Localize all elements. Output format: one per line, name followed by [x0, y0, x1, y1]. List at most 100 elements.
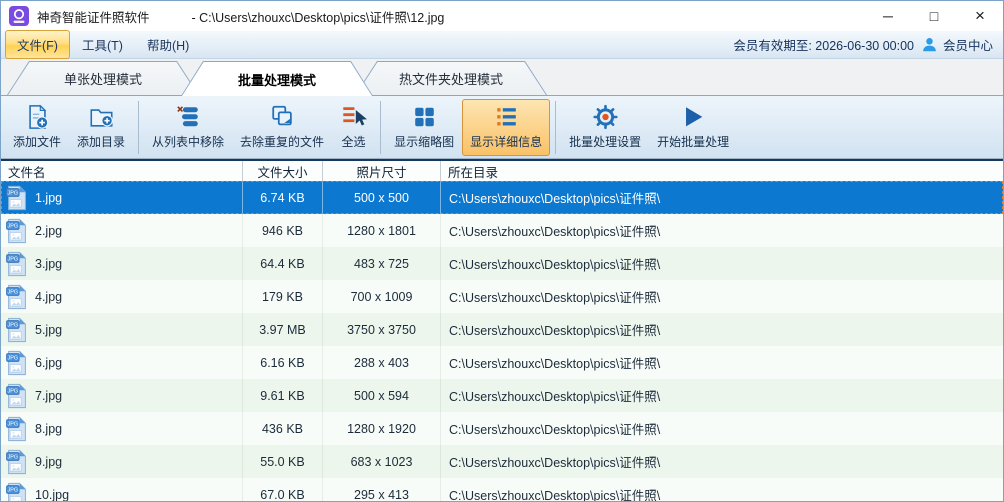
svg-text:JPG: JPG [8, 421, 19, 427]
add-folder-icon [90, 108, 113, 127]
file-name: 4.jpg [35, 289, 63, 304]
jpg-file-icon: JPG [6, 218, 27, 244]
menu-tools[interactable]: 工具(T) [81, 39, 123, 53]
tab-single-mode-label: 单张处理模式 [8, 62, 198, 95]
batch-settings-button[interactable]: 批量处理设置 [561, 99, 649, 156]
remove-from-list-button[interactable]: 从列表中移除 [144, 99, 232, 156]
file-name: 3.jpg [35, 256, 63, 271]
table-row[interactable]: JPG 1.jpg 6.74 KB 500 x 500 C:\Users\zho… [1, 181, 1003, 214]
jpg-file-icon: JPG [6, 449, 27, 475]
table-row[interactable]: JPG 7.jpg 9.61 KB 500 x 594 C:\Users\zho… [1, 379, 1003, 412]
file-directory: C:\Users\zhouxc\Desktop\pics\证件照\ [449, 225, 661, 239]
file-name: 7.jpg [35, 388, 63, 403]
member-center-link[interactable]: 会员中心 [921, 35, 993, 54]
file-size: 67.0 KB [243, 478, 323, 501]
photo-dimensions: 1280 x 1801 [323, 214, 441, 247]
file-name: 10.jpg [35, 487, 70, 502]
file-size: 436 KB [243, 412, 323, 445]
header-photo-dimensions[interactable]: 照片尺寸 [323, 161, 441, 181]
member-person-icon [923, 38, 936, 52]
table-row[interactable]: JPG 5.jpg 3.97 MB 3750 x 3750 C:\Users\z… [1, 313, 1003, 346]
photo-dimensions: 1280 x 1920 [323, 412, 441, 445]
file-name: 1.jpg [35, 190, 63, 205]
header-file-size[interactable]: 文件大小 [243, 161, 323, 181]
svg-text:JPG: JPG [8, 322, 19, 328]
svg-text:JPG: JPG [8, 190, 19, 196]
file-name: 6.jpg [35, 355, 63, 370]
remove-duplicates-icon [271, 105, 292, 125]
file-directory: C:\Users\zhouxc\Desktop\pics\证件照\ [449, 357, 661, 371]
svg-text:JPG: JPG [8, 388, 19, 394]
header-file-name[interactable]: 文件名 [1, 161, 243, 181]
svg-text:JPG: JPG [8, 454, 19, 460]
show-details-button[interactable]: 显示详细信息 [462, 98, 551, 156]
start-play-icon [686, 106, 703, 126]
start-batch-button[interactable]: 开始批量处理 [649, 99, 737, 156]
table-row[interactable]: JPG 6.jpg 6.16 KB 288 x 403 C:\Users\zho… [1, 346, 1003, 379]
tab-hot-folder-mode[interactable]: 热文件夹处理模式 [355, 61, 547, 95]
menu-help[interactable]: 帮助(H) [146, 39, 190, 53]
window-controls: ─ □ × [865, 1, 1003, 31]
remove-from-list-icon [176, 105, 198, 126]
toolbar: 添加文件 添加目录 从列表中移除 [1, 96, 1003, 159]
table-row[interactable]: JPG 3.jpg 64.4 KB 483 x 725 C:\Users\zho… [1, 247, 1003, 280]
jpg-file-icon: JPG [6, 416, 27, 442]
add-file-button[interactable]: 添加文件 [5, 99, 69, 156]
table-row[interactable]: JPG 8.jpg 436 KB 1280 x 1920 C:\Users\zh… [1, 412, 1003, 445]
tab-batch-mode[interactable]: 批量处理模式 [181, 61, 373, 96]
table-row[interactable]: JPG 10.jpg 67.0 KB 295 x 413 C:\Users\zh… [1, 478, 1003, 501]
menu-file[interactable]: 文件(F) [5, 30, 70, 59]
file-directory: C:\Users\zhouxc\Desktop\pics\证件照\ [449, 489, 661, 501]
select-all-label: 全选 [341, 134, 366, 149]
file-name: 9.jpg [35, 454, 63, 469]
file-size: 55.0 KB [243, 445, 323, 478]
select-all-button[interactable]: 全选 [332, 99, 375, 156]
membership-area: 会员有效期至: 2026-06-30 00:00 会员中心 [733, 35, 993, 54]
file-directory: C:\Users\zhouxc\Desktop\pics\证件照\ [449, 258, 661, 272]
show-thumbnails-button[interactable]: 显示缩略图 [386, 99, 462, 156]
table-row[interactable]: JPG 9.jpg 55.0 KB 683 x 1023 C:\Users\zh… [1, 445, 1003, 478]
file-directory: C:\Users\zhouxc\Desktop\pics\证件照\ [449, 390, 661, 404]
file-name: 8.jpg [35, 421, 63, 436]
table-row[interactable]: JPG 2.jpg 946 KB 1280 x 1801 C:\Users\zh… [1, 214, 1003, 247]
remove-duplicates-button[interactable]: 去除重复的文件 [232, 99, 332, 156]
file-size: 6.74 KB [243, 181, 323, 214]
jpg-file-icon: JPG [6, 350, 27, 376]
tab-hot-folder-mode-label: 热文件夹处理模式 [356, 62, 546, 95]
svg-text:JPG: JPG [8, 256, 19, 262]
show-details-label: 显示详细信息 [470, 134, 543, 149]
close-button[interactable]: × [975, 6, 985, 25]
jpg-file-icon: JPG [6, 317, 27, 343]
header-directory[interactable]: 所在目录 [448, 165, 499, 180]
jpg-file-icon: JPG [6, 251, 27, 277]
add-folder-button[interactable]: 添加目录 [69, 99, 133, 156]
file-size: 946 KB [243, 214, 323, 247]
show-thumbnails-label: 显示缩略图 [394, 134, 455, 149]
jpg-file-icon: JPG [6, 482, 27, 501]
remove-duplicates-label: 去除重复的文件 [240, 134, 325, 149]
jpg-file-icon: JPG [6, 284, 27, 310]
photo-dimensions: 483 x 725 [323, 247, 441, 280]
file-name: 5.jpg [35, 322, 63, 337]
add-folder-label: 添加目录 [77, 134, 126, 149]
start-batch-label: 开始批量处理 [657, 134, 730, 149]
photo-dimensions: 683 x 1023 [323, 445, 441, 478]
table-row[interactable]: JPG 4.jpg 179 KB 700 x 1009 C:\Users\zho… [1, 280, 1003, 313]
file-size: 9.61 KB [243, 379, 323, 412]
settings-gear-icon [593, 104, 618, 129]
file-size: 179 KB [243, 280, 323, 313]
tab-single-mode[interactable]: 单张处理模式 [7, 61, 199, 95]
jpg-file-icon: JPG [6, 185, 27, 211]
file-directory: C:\Users\zhouxc\Desktop\pics\证件照\ [449, 423, 661, 437]
window-title-path: - C:\Users\zhouxc\Desktop\pics\证件照\12.jp… [191, 10, 445, 25]
file-directory: C:\Users\zhouxc\Desktop\pics\证件照\ [449, 291, 661, 305]
file-name: 2.jpg [35, 223, 63, 238]
file-size: 3.97 MB [243, 313, 323, 346]
minimize-button[interactable]: ─ [883, 8, 893, 24]
maximize-button[interactable]: □ [929, 8, 939, 24]
svg-text:JPG: JPG [8, 223, 19, 229]
file-size: 64.4 KB [243, 247, 323, 280]
tab-batch-mode-label: 批量处理模式 [182, 62, 372, 96]
window-title: 神奇智能证件照软件 [37, 10, 150, 25]
